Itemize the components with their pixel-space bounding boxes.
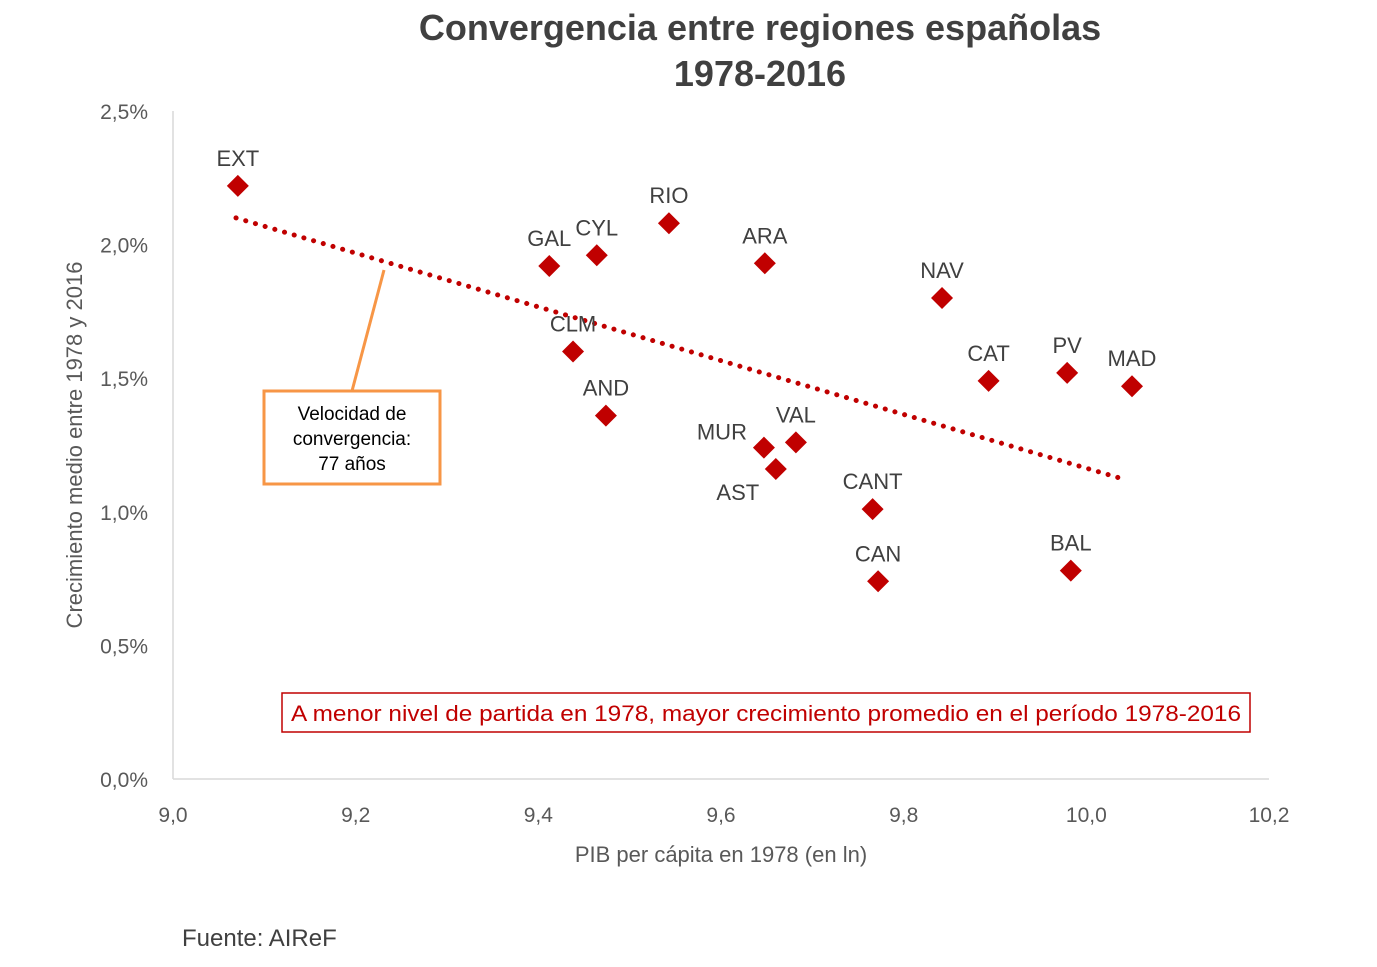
- data-point-ext: [226, 174, 249, 197]
- callout-line-3: 77 años: [318, 454, 386, 475]
- data-point-ast: [764, 458, 787, 481]
- chart-subtitle: 1978-2016: [674, 53, 846, 94]
- y-tick-label: 0,0%: [100, 769, 148, 792]
- x-tick-label: 10,0: [1066, 804, 1107, 827]
- data-point-can: [867, 570, 890, 593]
- y-tick-label: 1,5%: [100, 368, 148, 391]
- point-label: VAL: [776, 402, 816, 427]
- data-point-bal: [1059, 559, 1082, 582]
- x-tick-label: 9,8: [889, 804, 918, 827]
- data-point-pv: [1056, 361, 1079, 384]
- point-label: AND: [583, 376, 629, 401]
- data-point-cat: [977, 369, 1000, 392]
- y-tick-label: 0,5%: [100, 635, 148, 658]
- point-label: MAD: [1108, 346, 1157, 371]
- point-label: RIO: [649, 183, 688, 208]
- callout-line-2: convergencia:: [293, 429, 411, 450]
- callout-connector: [350, 269, 386, 392]
- point-label: CAT: [967, 341, 1009, 366]
- x-tick-label: 9,4: [524, 804, 554, 827]
- data-point-gal: [538, 254, 561, 277]
- y-tick-label: 2,0%: [100, 235, 148, 258]
- data-point-cant: [861, 498, 884, 521]
- data-point-cyl: [585, 244, 608, 267]
- note-box: [281, 692, 1251, 733]
- point-label: CAN: [855, 541, 901, 566]
- point-label: MUR: [697, 420, 747, 445]
- callout-box: [262, 389, 442, 486]
- point-label: GAL: [527, 226, 571, 251]
- data-point-val: [784, 431, 807, 454]
- x-axis-label: PIB per cápita en 1978 (en ln): [575, 842, 867, 867]
- point-label: BAL: [1050, 531, 1092, 556]
- y-axis-label: Crecimiento medio entre 1978 y 2016: [62, 262, 87, 629]
- point-label: PV: [1052, 333, 1082, 358]
- x-tick-label: 9,2: [341, 804, 370, 827]
- point-label: NAV: [920, 258, 964, 283]
- callout-line-1: Velocidad de: [298, 404, 407, 425]
- trendline: [233, 215, 1129, 483]
- x-tick-label: 9,0: [158, 804, 187, 827]
- point-label: AST: [716, 480, 759, 505]
- data-point-clm: [562, 340, 585, 363]
- point-label: EXT: [216, 146, 259, 171]
- y-tick-label: 1,0%: [100, 502, 148, 525]
- x-tick-label: 9,6: [706, 804, 735, 827]
- data-point-mad: [1121, 375, 1143, 398]
- x-tick-label: 10,2: [1249, 804, 1290, 827]
- data-point-mur: [752, 436, 775, 459]
- data-point-rio: [657, 212, 680, 235]
- note-text: A menor nivel de partida en 1978, mayor …: [291, 701, 1241, 726]
- data-point-and: [594, 404, 617, 427]
- source-text: Fuente: AIReF: [182, 925, 337, 952]
- y-tick-label: 2,5%: [100, 101, 148, 124]
- data-point-nav: [931, 287, 954, 310]
- point-label: CLM: [550, 311, 596, 336]
- point-label: CANT: [843, 469, 903, 494]
- point-label: ARA: [742, 223, 788, 248]
- chart-title: Convergencia entre regiones españolas: [419, 7, 1101, 48]
- point-label: CYL: [575, 215, 618, 240]
- data-point-ara: [753, 252, 776, 275]
